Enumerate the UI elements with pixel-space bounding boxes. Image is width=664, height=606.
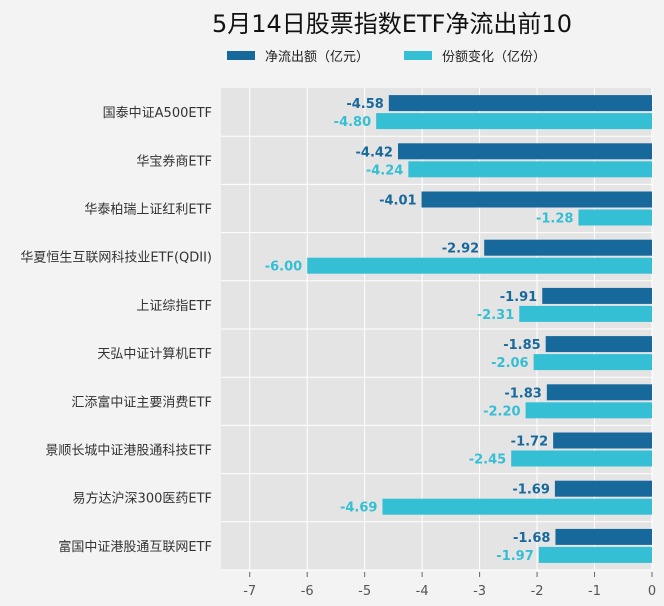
bar-net-outflow [553,432,652,449]
x-tick-label: -4 [416,584,429,599]
x-tick-label: 0 [648,584,656,599]
bar-share-change [408,161,652,178]
data-label: -4.69 [340,501,377,516]
bar-share-change [525,402,652,419]
x-tick-label: -7 [243,584,256,599]
category-label: 富国中证港股通互联网ETF [58,539,212,555]
category-label: 景顺长城中证港股通科技ETF [45,444,212,459]
bar-net-outflow [555,528,652,545]
data-label: -1.83 [504,386,541,401]
x-tick-label: -5 [358,584,371,599]
bar-net-outflow [421,191,652,208]
bar-share-change [307,257,652,274]
bar-share-change [376,113,652,130]
chart-title: 5月14日股票指数ETF净流出前10 [212,10,572,38]
data-label: -4.24 [366,163,403,178]
bar-share-change [511,450,652,467]
x-tick-label: -1 [588,584,601,599]
x-tick-label: -3 [473,584,486,599]
category-label: 易方达沪深300医药ETF [73,491,212,507]
data-label: -2.45 [469,453,506,468]
x-tick-label: -6 [301,584,314,599]
data-label: -4.42 [356,145,393,160]
category-label: 国泰中证A500ETF [103,106,212,121]
legend-label-0: 净流出额（亿元） [265,50,369,65]
data-label: -4.58 [346,97,383,112]
bar-net-outflow [542,287,652,304]
data-label: -4.01 [379,194,416,209]
bar-net-outflow [546,384,652,401]
data-label: -4.80 [334,115,371,130]
category-label: 上证综指ETF [136,299,212,314]
bar-share-change [538,546,652,563]
category-label: 华夏恒生互联网科技业ETF(QDII) [20,251,212,266]
bar-net-outflow [397,143,652,160]
data-label: -1.68 [513,531,550,546]
x-tick-label: -2 [531,584,544,599]
category-label: 华泰柏瑞上证红利ETF [84,202,212,218]
data-label: -2.92 [442,242,479,257]
data-label: -2.06 [491,356,528,371]
category-label: 汇添富中证主要消费ETF [71,394,212,410]
data-label: -1.69 [512,483,549,498]
bar-share-change [519,305,652,322]
bar-share-change [382,498,652,515]
bar-share-change [578,209,652,226]
data-label: -2.31 [477,308,514,323]
category-label: 华宝券商ETF [136,153,212,169]
data-label: -1.97 [496,549,533,564]
data-label: -2.20 [483,404,520,419]
bar-net-outflow [545,336,652,353]
data-label: -1.91 [500,290,537,305]
category-label: 天弘中证计算机ETF [97,347,212,362]
data-label: -1.72 [511,435,548,450]
bar-share-change [533,354,652,371]
legend-swatch-0 [227,51,255,60]
legend-label-1: 份额变化（亿份） [442,49,546,65]
data-label: -1.28 [536,212,573,227]
bar-net-outflow [554,480,652,497]
bar-net-outflow [388,95,652,112]
legend-swatch-1 [404,51,432,60]
bar-net-outflow [484,239,652,256]
data-label: -1.85 [503,338,540,353]
data-label: -6.00 [265,260,302,275]
